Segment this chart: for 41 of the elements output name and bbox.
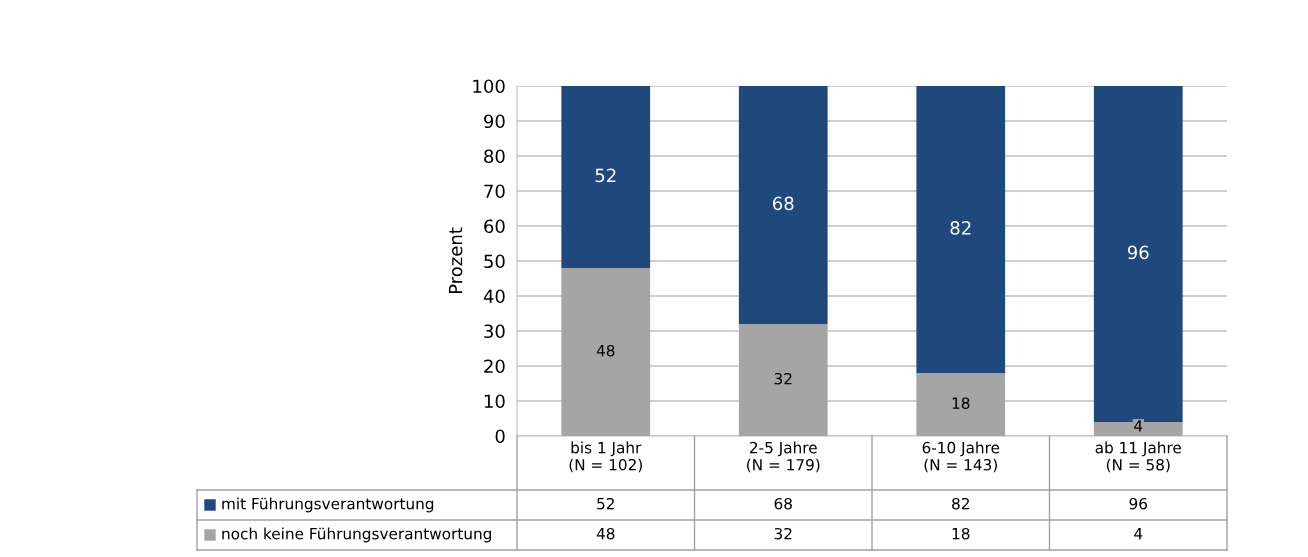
text: 68 [774, 497, 792, 510]
bar [916, 86, 1006, 373]
data-label: 4 [1134, 420, 1143, 432]
y-tick-label: 10 [484, 394, 505, 409]
x-tick-label: ab 11 Jahre (N = 58) [1095, 441, 1181, 473]
bar [561, 268, 651, 436]
bar [561, 86, 651, 268]
x-tick-label: bis 1 Jahr (N = 102) [569, 441, 642, 473]
y-tick-label: 70 [484, 184, 505, 199]
data-label: 82 [950, 221, 971, 235]
data-label: 48 [596, 344, 615, 357]
bar [738, 86, 828, 324]
text: 18 [952, 527, 970, 540]
y-tick-label: 0 [495, 429, 505, 444]
text: 4 [1134, 528, 1143, 540]
data-label: 52 [595, 168, 616, 183]
data-label: 32 [774, 372, 792, 385]
data-label: 18 [952, 397, 970, 409]
bar [738, 324, 828, 436]
y-tick-label: 40 [483, 289, 505, 304]
y-axis-title: Prozent [448, 227, 463, 294]
y-tick-label: 90 [484, 114, 505, 129]
y-tick-label: 20 [484, 359, 505, 374]
text: 96 [1129, 497, 1148, 510]
y-tick-label: 30 [484, 324, 505, 339]
x-tick-label: 6-10 Jahre (N = 143) [922, 441, 1000, 473]
legend-label: mit Führungsverantwortung [222, 497, 434, 513]
text: 52 [597, 497, 614, 510]
text: 48 [596, 527, 615, 540]
text: 82 [952, 497, 969, 510]
legend-label: noch keine Führungsverantwortung [222, 527, 492, 543]
data-label: 68 [773, 196, 794, 211]
x-tick-label: 2-5 Jahre (N = 179) [747, 441, 820, 473]
text: 32 [774, 527, 792, 540]
bar [916, 373, 1006, 436]
data-label: 96 [1127, 245, 1149, 260]
y-tick-label: 60 [484, 219, 505, 234]
y-tick-label: 80 [484, 149, 505, 164]
y-tick-label: 50 [484, 254, 505, 269]
bar [1093, 86, 1183, 422]
y-tick-label: 100 [473, 79, 505, 94]
